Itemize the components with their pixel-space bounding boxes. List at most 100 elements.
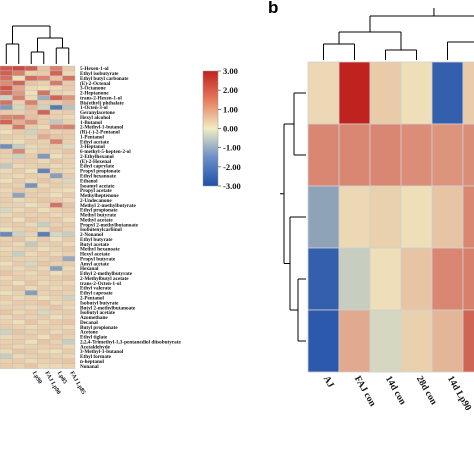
row-label: 5-Hexen-1-ol bbox=[80, 66, 109, 72]
row-label: 2-Methylbutyl acetate bbox=[80, 276, 129, 282]
heatmap-cell bbox=[400, 247, 433, 311]
heatmap-cell bbox=[37, 221, 51, 228]
heatmap-cell bbox=[24, 80, 38, 86]
heatmap-cell bbox=[0, 192, 13, 198]
heatmap-cell bbox=[24, 290, 38, 296]
row-label: Methyl butyrate bbox=[80, 213, 117, 219]
heatmap-cell bbox=[62, 192, 76, 198]
heatmap-cell bbox=[24, 265, 38, 272]
heatmap-cell bbox=[24, 275, 38, 281]
heatmap-cell bbox=[37, 251, 51, 257]
heatmap-cell bbox=[49, 75, 63, 81]
heatmap-cell bbox=[49, 217, 63, 223]
heatmap-cell bbox=[49, 290, 63, 296]
heatmap-cell bbox=[0, 290, 13, 296]
heatmap-cell bbox=[307, 61, 340, 125]
heatmap-cell bbox=[24, 256, 38, 262]
heatmap-cell bbox=[0, 241, 13, 247]
heatmap-cell bbox=[37, 343, 51, 350]
heatmap-cell bbox=[0, 212, 13, 218]
heatmap-cell bbox=[24, 114, 38, 120]
row-label: 2-Heptanone bbox=[80, 91, 109, 97]
heatmap-cell bbox=[24, 304, 38, 311]
colorbar-tick-label: -3.00 bbox=[223, 181, 241, 191]
heatmap-cell bbox=[24, 339, 38, 345]
heatmap-cell bbox=[62, 319, 76, 325]
heatmap-cell bbox=[49, 280, 63, 286]
heatmap-cell bbox=[62, 182, 76, 189]
heatmap-cell bbox=[49, 246, 63, 252]
heatmap-cell bbox=[24, 143, 38, 150]
heatmap-cell bbox=[24, 163, 38, 169]
heatmap-cell bbox=[62, 295, 76, 301]
left-column-dendrogram bbox=[5, 25, 70, 64]
row-label: Ethyl caproate bbox=[80, 291, 113, 297]
heatmap-cell bbox=[62, 109, 76, 115]
row-label: Ethyl valerate bbox=[80, 286, 112, 292]
heatmap-cell bbox=[0, 65, 13, 72]
heatmap-cell bbox=[24, 241, 38, 247]
heatmap-cell bbox=[49, 231, 63, 237]
heatmap-cell bbox=[0, 153, 13, 159]
heatmap-cell bbox=[0, 187, 13, 194]
heatmap-cell bbox=[49, 109, 63, 115]
heatmap-cell bbox=[0, 226, 13, 233]
heatmap-cell bbox=[62, 163, 76, 169]
heatmap-cell bbox=[12, 304, 26, 311]
heatmap-cell bbox=[62, 265, 76, 272]
heatmap-cell bbox=[37, 231, 51, 237]
column-label: FAJ Lp85 bbox=[68, 371, 86, 396]
row-label: 2-Methyl-1-butanol bbox=[80, 125, 124, 131]
row-label: Isoamyl acetate bbox=[80, 183, 115, 189]
heatmap-cell bbox=[24, 207, 38, 213]
row-label: Ethyl isobutyrate bbox=[80, 71, 119, 77]
heatmap-cell bbox=[0, 119, 13, 125]
heatmap-cell bbox=[37, 295, 51, 301]
row-label: Ethyl formate bbox=[80, 354, 112, 360]
row-label: (E)-2-Hexenal bbox=[80, 158, 112, 165]
heatmap-cell bbox=[24, 251, 38, 257]
heatmap-cell bbox=[37, 197, 51, 203]
heatmap-cell bbox=[24, 168, 38, 174]
heatmap-cell bbox=[12, 129, 26, 135]
row-label: Acetone bbox=[80, 330, 99, 336]
heatmap-cell bbox=[49, 148, 63, 155]
heatmap-cell bbox=[37, 261, 51, 267]
heatmap-cell bbox=[0, 270, 13, 277]
row-label: Hexyl acetate bbox=[80, 252, 111, 258]
column-label: 14d con bbox=[383, 375, 408, 408]
heatmap-cell bbox=[37, 309, 51, 316]
heatmap-cell bbox=[24, 246, 38, 252]
heatmap-cell bbox=[62, 309, 76, 316]
row-label: 2,2,4-Trimethyl-1,3-pentanediol diisobut… bbox=[80, 339, 181, 345]
heatmap-cell bbox=[62, 334, 76, 340]
heatmap-cell bbox=[12, 343, 26, 350]
row-label: Decanal bbox=[80, 320, 98, 326]
heatmap-cell bbox=[0, 99, 13, 106]
heatmap-cell bbox=[12, 153, 26, 159]
heatmap-cell bbox=[49, 153, 63, 159]
heatmap-cell bbox=[62, 202, 76, 208]
heatmap-cell bbox=[49, 285, 63, 291]
heatmap-cell bbox=[369, 123, 402, 187]
heatmap-cell bbox=[62, 124, 76, 130]
heatmap-cell bbox=[62, 290, 76, 296]
row-label: 2-Pentanol bbox=[80, 296, 104, 302]
row-label: Ethyl caprylate bbox=[80, 164, 115, 170]
heatmap-cell bbox=[24, 192, 38, 198]
heatmap-cell bbox=[12, 348, 26, 355]
right-heatmap bbox=[307, 61, 474, 373]
heatmap-cell bbox=[49, 348, 63, 355]
heatmap-cell bbox=[37, 158, 51, 164]
row-label: 3-Methyl-1-butanol bbox=[80, 349, 124, 355]
heatmap-cell bbox=[12, 353, 26, 360]
heatmap-cell bbox=[62, 304, 76, 311]
heatmap-cell bbox=[49, 256, 63, 262]
heatmap-cell bbox=[338, 123, 371, 187]
heatmap-cell bbox=[24, 197, 38, 203]
heatmap-cell bbox=[62, 236, 76, 242]
heatmap-cell bbox=[62, 329, 76, 335]
heatmap-cell bbox=[62, 358, 76, 364]
heatmap-cell bbox=[62, 99, 76, 106]
heatmap-cell bbox=[62, 251, 76, 257]
